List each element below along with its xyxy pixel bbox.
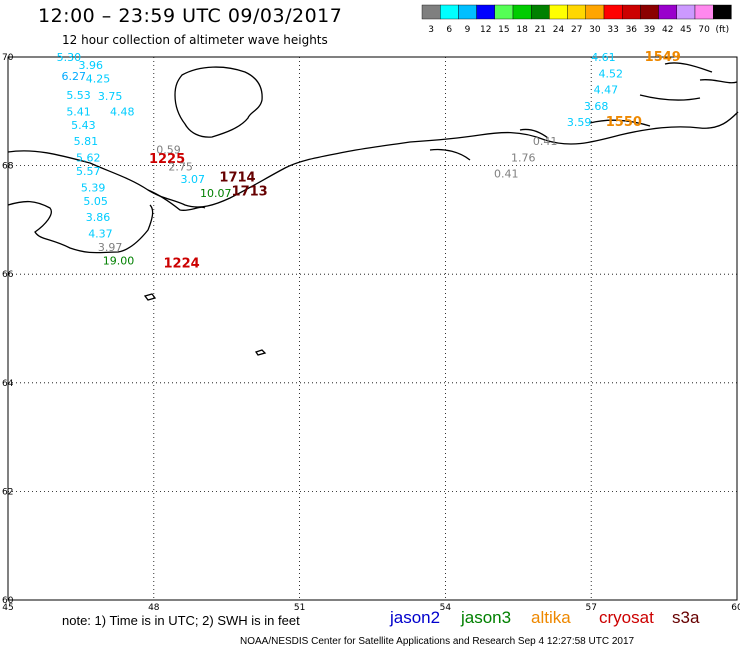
- lat-tick-label: 60: [2, 596, 14, 606]
- scale-tick-label: 21: [535, 25, 546, 35]
- lon-tick-label: 48: [148, 603, 160, 613]
- lat-tick-label: 68: [2, 162, 14, 172]
- scale-tick-label: 30: [589, 25, 601, 35]
- scale-tick-label: (ft): [716, 25, 730, 35]
- wave-height-label: 1.76: [511, 151, 536, 164]
- scale-tick-label: 33: [607, 25, 618, 35]
- wave-height-label: 4.25: [86, 73, 111, 86]
- wave-height-label: 3.97: [98, 241, 123, 254]
- wave-height-label: 1714: [219, 171, 255, 186]
- small-islet-2: [254, 349, 267, 356]
- wave-height-label: 1550: [606, 115, 642, 130]
- wave-height-label: 5.30: [57, 51, 82, 64]
- scale-tick-label: 6: [446, 25, 452, 35]
- small-islet-1: [143, 293, 157, 301]
- map-frame: [7, 56, 738, 601]
- lon-tick-label: 54: [440, 603, 452, 613]
- wave-height-label: 3.86: [86, 211, 111, 224]
- map-subtitle: 12 hour collection of altimeter wave hei…: [62, 33, 328, 47]
- wave-height-label: 4.37: [88, 227, 113, 240]
- wave-height-label: 5.39: [81, 181, 106, 194]
- east-coast-fragment: [429, 128, 549, 161]
- scale-tick-label: 18: [516, 25, 528, 35]
- wave-height-label: 2.75: [168, 161, 193, 174]
- lat-tick-label: 66: [2, 270, 14, 280]
- lon-tick-label: 57: [585, 603, 596, 613]
- wave-height-label: 19.00: [103, 255, 134, 268]
- wave-height-label: 5.41: [66, 105, 91, 118]
- wave-height-label: 6.27: [61, 70, 86, 83]
- wave-height-label: 4.52: [598, 67, 623, 80]
- wave-height-label: 1224: [164, 256, 200, 271]
- scale-tick-label: 27: [571, 25, 582, 35]
- scale-tick-label: 39: [644, 25, 656, 35]
- scale-swatch: [713, 4, 732, 20]
- wave-height-label: 0.41: [533, 135, 558, 148]
- mainland-coast: [7, 111, 739, 208]
- wave-height-label: 4.47: [594, 84, 619, 97]
- northeast-islands: [589, 62, 738, 127]
- wave-height-label: 1549: [645, 50, 681, 65]
- coast-inlet: [7, 200, 154, 254]
- grid-lines: [7, 56, 738, 601]
- lat-tick-label: 62: [2, 487, 13, 497]
- coast-bay: [147, 189, 206, 212]
- wave-height-label: 5.05: [83, 195, 108, 208]
- wave-height-label: 3.68: [584, 100, 609, 113]
- axis-tick-labels: 45 48 51 54 57 60 70 68 66 64 62 60: [2, 53, 740, 613]
- wave-height-label: 3.96: [78, 59, 103, 72]
- wave-height-label: 1225: [149, 152, 185, 167]
- lat-tick-label: 70: [2, 53, 14, 63]
- wave-height-label: 3.75: [98, 90, 123, 103]
- wave-height-label: 1713: [232, 185, 268, 200]
- wave-height-label: 5.81: [74, 135, 99, 148]
- wave-height-label: 5.53: [66, 89, 91, 102]
- wave-height-label: 3.07: [181, 173, 206, 186]
- wave-height-label: 4.48: [110, 105, 135, 118]
- scale-tick-label: 36: [626, 25, 638, 35]
- lat-tick-label: 64: [2, 379, 14, 389]
- scale-tick-label: 24: [553, 25, 565, 35]
- scale-tick-label: 70: [698, 25, 710, 35]
- scale-tick-label: 9: [465, 25, 471, 35]
- scale-tick-label: 12: [480, 25, 491, 35]
- lon-tick-label: 51: [294, 603, 305, 613]
- wave-height-label: 5.57: [76, 165, 101, 178]
- coastline: [7, 62, 739, 356]
- lon-tick-label: 45: [2, 603, 13, 613]
- wave-height-label: 0.59: [156, 143, 181, 156]
- scale-tick-label: 15: [498, 25, 509, 35]
- kolguev-like-island: [174, 66, 263, 138]
- wave-height-color-scale: 3 6 9 12 15 18 21 24 27 30 33 36 39 42 45 70 (ft): [421, 4, 732, 35]
- scale-tick-label: 3: [428, 25, 434, 35]
- wave-height-label: 0.41: [494, 168, 519, 181]
- scale-tick-label: 42: [662, 25, 673, 35]
- wave-height-label: 5.62: [76, 151, 101, 164]
- wave-height-labels: 5.303.966.27 4.25 5.53 3.75 5.41 4.48 5.43 5.81…: [57, 50, 681, 271]
- wave-height-label: 5.43: [71, 119, 96, 132]
- scale-tick-label: 45: [680, 25, 691, 35]
- lon-tick-label: 60: [731, 603, 740, 613]
- map-title: 12:00 – 23:59 UTC 09/03/2017: [38, 5, 343, 27]
- wave-height-label: 4.61: [591, 51, 616, 64]
- wave-height-label: 3.59: [567, 116, 592, 129]
- wave-height-label: 10.07: [200, 187, 232, 200]
